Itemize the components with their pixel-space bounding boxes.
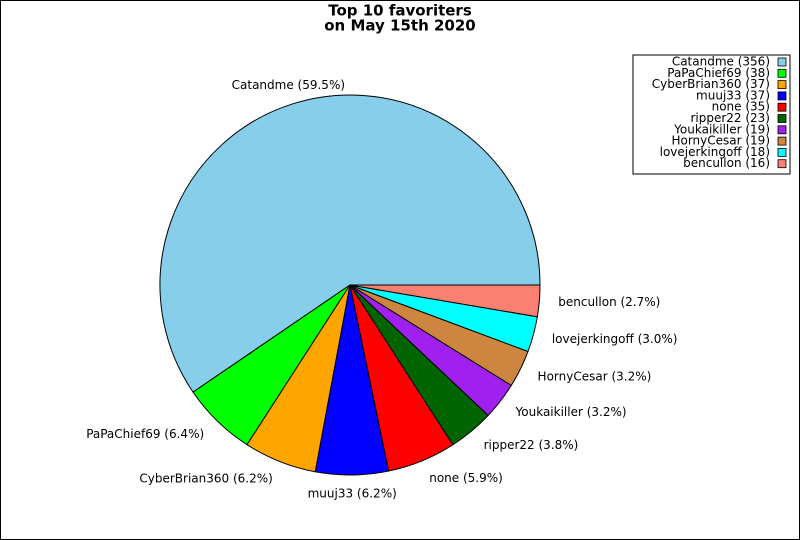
chart-title: Top 10 favoriters <box>328 2 472 20</box>
legend-label: lovejerkingoff (18) <box>660 145 770 159</box>
legend-swatch <box>777 68 787 78</box>
legend-swatch <box>777 125 787 135</box>
legend-label: muuj33 (37) <box>696 88 770 102</box>
legend-label: ripper22 (23) <box>690 111 770 125</box>
legend-label: HornyCesar (19) <box>671 134 770 148</box>
slice-label: lovejerkingoff (3.0%) <box>552 332 678 346</box>
legend-label: PaPaChief69 (38) <box>667 66 770 80</box>
slice-label: CyberBrian360 (6.2%) <box>139 472 272 486</box>
legend-label: CyberBrian360 (37) <box>652 77 770 91</box>
pie-slice <box>159 94 541 393</box>
legend-swatch <box>777 102 787 112</box>
slice-label: muuj33 (6.2%) <box>308 486 397 500</box>
slice-label: bencullon (2.7%) <box>558 295 660 309</box>
legend-swatch <box>777 147 787 157</box>
legend-swatch <box>777 159 787 169</box>
legend-label: Youkaikiller (19) <box>673 122 770 136</box>
legend-label: Catandme (356) <box>672 55 770 69</box>
slice-label: none (5.9%) <box>429 471 503 485</box>
pie-slice <box>349 284 541 318</box>
legend-swatch <box>777 114 787 123</box>
legend-swatch <box>777 136 787 146</box>
legend-label: none (35) <box>712 100 770 114</box>
slice-label: HornyCesar (3.2%) <box>538 370 652 384</box>
legend-swatch <box>777 80 787 89</box>
slice-label: Youkaikiller (3.2%) <box>515 405 627 419</box>
legend-box <box>632 54 791 175</box>
legend-label: bencullon (16) <box>683 156 770 170</box>
slice-label: PaPaChief69 (6.4%) <box>86 427 204 441</box>
legend-swatch <box>777 57 787 67</box>
slice-label: Catandme (59.5%) <box>232 78 345 92</box>
slice-label: ripper22 (3.8%) <box>484 438 579 452</box>
chart-title: on May 15th 2020 <box>324 17 476 35</box>
legend-swatch <box>777 91 787 101</box>
